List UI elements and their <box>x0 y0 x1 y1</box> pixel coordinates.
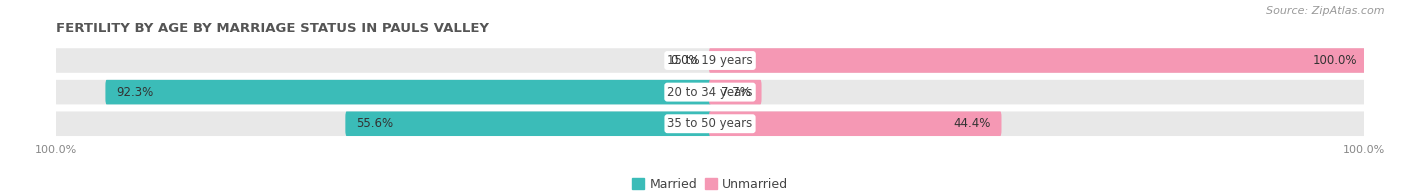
Text: FERTILITY BY AGE BY MARRIAGE STATUS IN PAULS VALLEY: FERTILITY BY AGE BY MARRIAGE STATUS IN P… <box>56 22 489 35</box>
FancyBboxPatch shape <box>55 80 1365 104</box>
Text: 0.0%: 0.0% <box>671 54 700 67</box>
Text: 100.0%: 100.0% <box>1313 54 1357 67</box>
Text: 20 to 34 years: 20 to 34 years <box>668 86 752 99</box>
Text: 7.7%: 7.7% <box>721 86 751 99</box>
Legend: Married, Unmarried: Married, Unmarried <box>627 173 793 196</box>
Text: 35 to 50 years: 35 to 50 years <box>668 117 752 130</box>
FancyBboxPatch shape <box>105 80 711 104</box>
FancyBboxPatch shape <box>709 112 1001 136</box>
FancyBboxPatch shape <box>709 80 762 104</box>
Text: 15 to 19 years: 15 to 19 years <box>668 54 752 67</box>
Text: 92.3%: 92.3% <box>117 86 153 99</box>
FancyBboxPatch shape <box>346 112 711 136</box>
Text: 55.6%: 55.6% <box>356 117 394 130</box>
Text: 44.4%: 44.4% <box>953 117 990 130</box>
Text: Source: ZipAtlas.com: Source: ZipAtlas.com <box>1267 6 1385 16</box>
FancyBboxPatch shape <box>55 48 1365 73</box>
FancyBboxPatch shape <box>55 112 1365 136</box>
FancyBboxPatch shape <box>709 48 1365 73</box>
